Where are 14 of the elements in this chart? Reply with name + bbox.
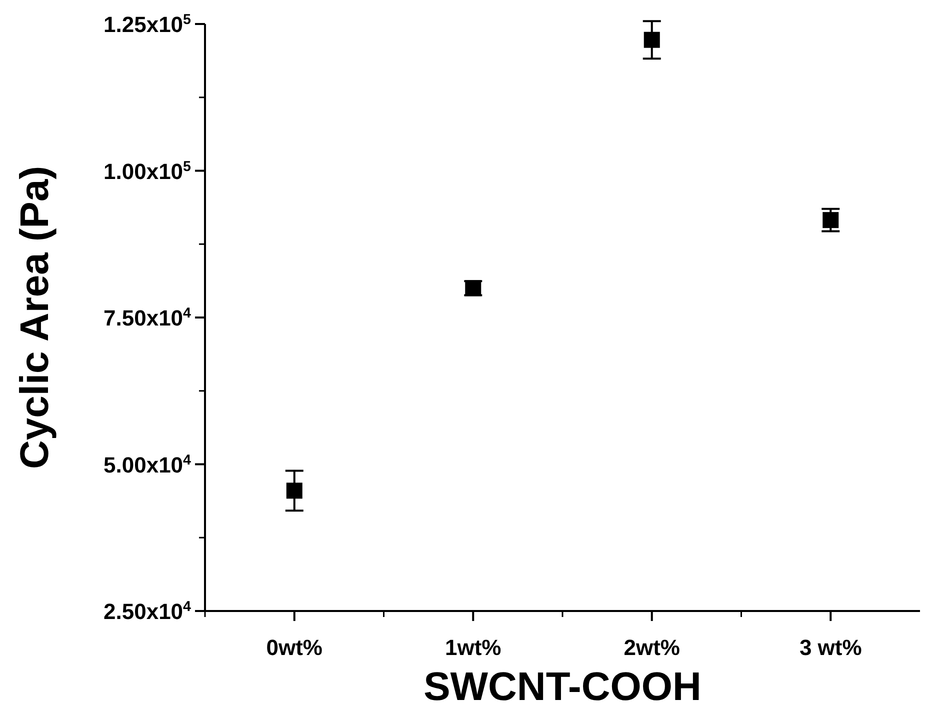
point xyxy=(286,482,302,499)
x-tick-label: 1wt% xyxy=(445,635,502,660)
point xyxy=(822,212,839,228)
y-tick-label: 2.50x10$^{4}$ xyxy=(104,599,192,624)
y-tick-label: 1.00x10$^{5}$ xyxy=(104,158,192,184)
y-tick-label: 5.00x10$^{4}$ xyxy=(104,452,192,478)
x-tick-label: 0wt% xyxy=(266,635,322,660)
x-axis-title: SWCNT-COOH xyxy=(424,665,702,709)
x-tick-label: 3 wt% xyxy=(799,635,862,660)
y-axis-title: Cyclic Area (Pa) xyxy=(13,166,57,470)
y-tick-label: 7.50x10$^{4}$ xyxy=(104,306,192,330)
x-tick-label: 2wt% xyxy=(624,635,680,660)
y-tick-label: 1.25x10$^{5}$ xyxy=(104,12,192,37)
point xyxy=(644,32,660,48)
